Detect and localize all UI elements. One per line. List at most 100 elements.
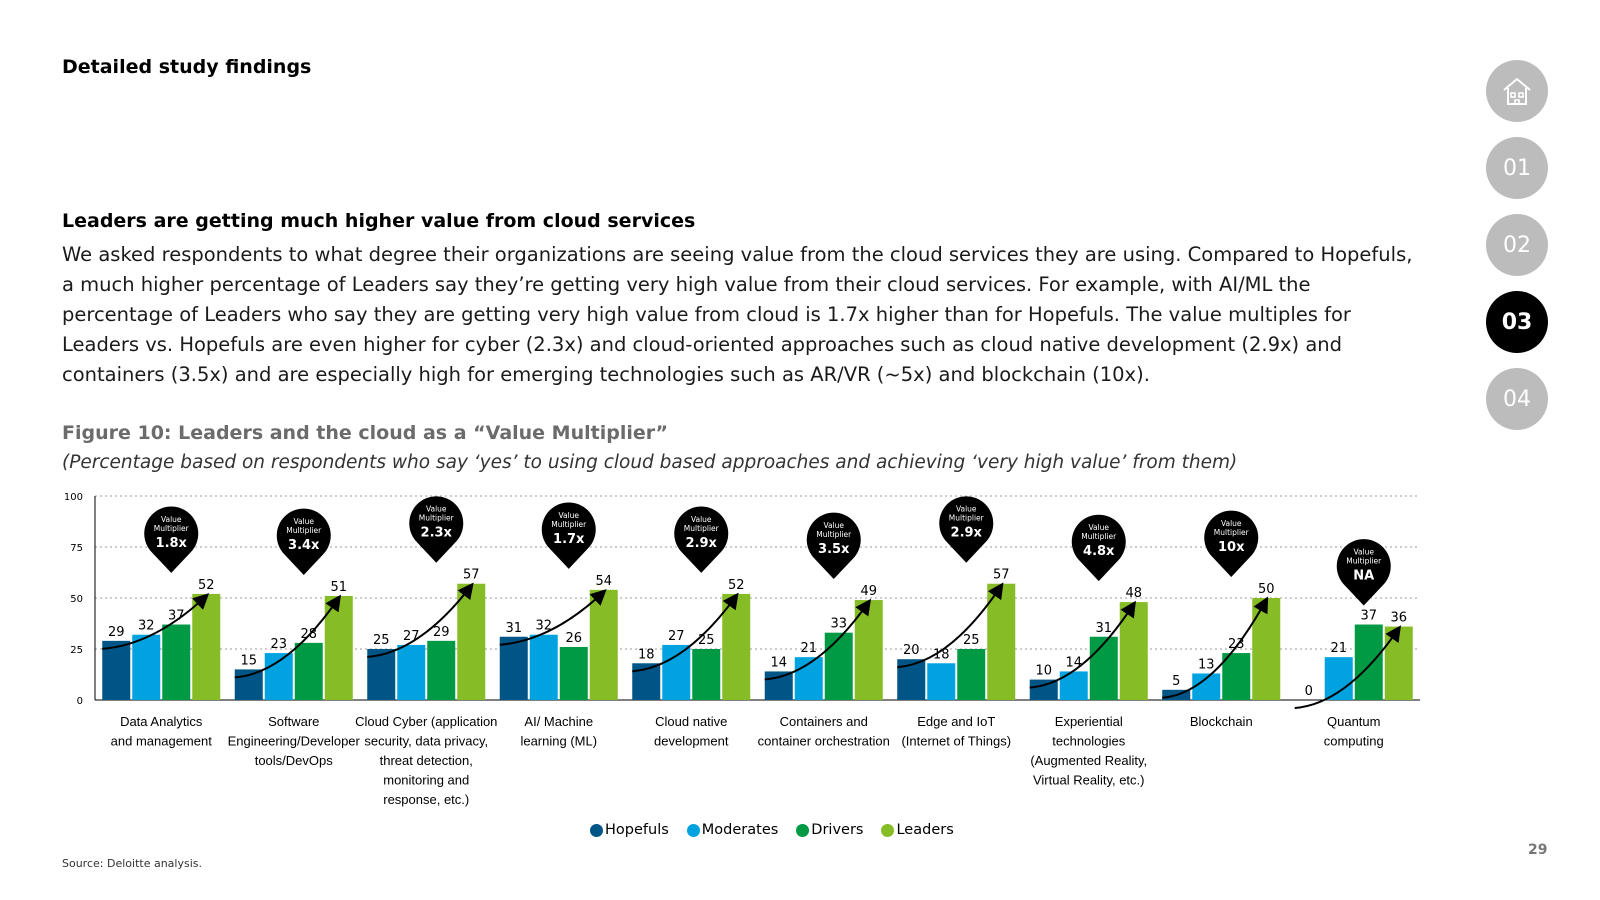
value-multiplier-pin — [1336, 539, 1391, 606]
bar-drivers — [824, 632, 853, 700]
data-label: 54 — [595, 574, 612, 589]
multiplier-caption: Multiplier — [949, 514, 985, 523]
multiplier-caption: Value — [426, 505, 447, 514]
multiplier-value: 1.8x — [156, 536, 188, 551]
source-note: Source: Deloitte analysis. — [62, 857, 202, 870]
data-label: 18 — [933, 647, 950, 662]
data-label: 0 — [1305, 684, 1313, 699]
data-label: 29 — [433, 625, 450, 640]
data-label: 57 — [463, 568, 480, 583]
category-label: Software — [268, 714, 319, 729]
legend-label: Drivers — [811, 822, 864, 838]
multiplier-value: 2.3x — [421, 526, 453, 541]
category-label: response, etc.) — [383, 792, 469, 807]
data-label: 25 — [373, 633, 390, 648]
data-label: 25 — [698, 633, 715, 648]
data-label: 21 — [1330, 641, 1347, 656]
bar-moderates — [927, 663, 956, 700]
nav-section-01[interactable]: 01 — [1486, 137, 1548, 199]
multiplier-caption: Multiplier — [1346, 557, 1382, 566]
trend-arrow — [234, 594, 342, 679]
bar-leaders — [589, 589, 618, 700]
value-multiplier-pin — [144, 506, 199, 573]
data-label: 31 — [1095, 621, 1112, 636]
headline: Leaders are getting much higher value fr… — [62, 210, 696, 232]
category-label: Quantum — [1327, 714, 1380, 729]
data-label: 31 — [505, 621, 522, 636]
category-label: Cloud native — [655, 714, 727, 729]
category-label: Virtual Reality, etc.) — [1033, 773, 1145, 788]
bar-drivers — [1089, 636, 1118, 700]
home-icon[interactable] — [1486, 60, 1548, 122]
legend-item: Leaders — [881, 822, 954, 838]
bar-drivers — [957, 649, 986, 700]
multiplier-caption: Multiplier — [154, 524, 190, 533]
trend-arrow — [367, 582, 474, 658]
multiplier-caption: Value — [293, 517, 314, 526]
legend-item: Hopefuls — [590, 822, 669, 838]
category-label: learning (ML) — [520, 734, 597, 749]
bar-leaders — [854, 600, 883, 700]
body-paragraph: We asked respondents to what degree thei… — [62, 243, 1413, 386]
chart-legend: Hopefuls Moderates Drivers Leaders — [590, 822, 954, 838]
trend-arrow — [632, 592, 739, 673]
value-multiplier-pin — [409, 496, 464, 563]
category-label: Experiential — [1055, 714, 1123, 729]
bar-leaders — [324, 595, 353, 700]
section-nav: 01 02 03 04 — [1486, 60, 1548, 445]
data-label: 32 — [138, 619, 155, 634]
legend-swatch — [796, 823, 810, 837]
multiplier-caption: Value — [956, 505, 977, 514]
data-label: 51 — [330, 580, 347, 595]
data-label: 50 — [1258, 582, 1275, 597]
bar-leaders — [457, 583, 486, 700]
nav-section-04[interactable]: 04 — [1486, 368, 1548, 430]
legend-label: Moderates — [701, 822, 779, 838]
bar-drivers — [1222, 653, 1251, 700]
data-label: 33 — [830, 617, 847, 632]
category-label: Data Analytics — [120, 714, 203, 729]
category-label: tools/DevOps — [255, 753, 334, 768]
multiplier-value: 2.9x — [686, 536, 718, 551]
data-label: 52 — [198, 578, 215, 593]
trend-arrow — [1029, 600, 1136, 689]
figure-title: Figure 10: Leaders and the cloud as a “V… — [62, 422, 668, 444]
trend-arrow — [897, 582, 1004, 669]
value-multiplier-pin — [1204, 510, 1259, 577]
value-multiplier-pin — [276, 508, 331, 575]
y-tick-label: 25 — [70, 645, 83, 656]
category-label: (Internet of Things) — [901, 734, 1011, 749]
data-label: 13 — [1198, 657, 1215, 672]
legend-label: Leaders — [896, 822, 954, 838]
category-label: technologies — [1052, 734, 1125, 749]
trend-arrow — [1162, 596, 1269, 699]
data-label: 57 — [993, 568, 1010, 583]
multiplier-value: 10x — [1218, 540, 1245, 555]
trend-arrow — [499, 589, 607, 646]
multiplier-caption: Multiplier — [1214, 528, 1250, 537]
legend-item: Drivers — [796, 822, 863, 838]
data-label: 25 — [963, 633, 980, 648]
legend-item: Moderates — [686, 822, 779, 838]
bar-leaders — [987, 583, 1016, 700]
legend-label: Hopefuls — [605, 822, 669, 838]
page-number: 29 — [1528, 842, 1548, 858]
multiplier-caption: Value — [161, 515, 182, 524]
bar-drivers — [162, 624, 191, 700]
bar-moderates — [397, 644, 426, 700]
data-label: 10 — [1035, 664, 1052, 679]
legend-swatch — [686, 823, 700, 837]
nav-section-03[interactable]: 03 — [1486, 291, 1548, 353]
multiplier-caption: Value — [1353, 548, 1374, 557]
bar-hopefuls — [764, 671, 793, 700]
data-label: 20 — [903, 643, 920, 658]
y-tick-label: 50 — [70, 594, 83, 605]
legend-swatch — [881, 823, 895, 837]
multiplier-value: NA — [1353, 569, 1374, 584]
nav-section-02[interactable]: 02 — [1486, 214, 1548, 276]
data-label: 26 — [565, 631, 582, 646]
bar-leaders — [722, 593, 751, 700]
category-label: (Augmented Reality, — [1030, 753, 1147, 768]
data-label: 52 — [728, 578, 745, 593]
bar-hopefuls — [1029, 679, 1058, 700]
